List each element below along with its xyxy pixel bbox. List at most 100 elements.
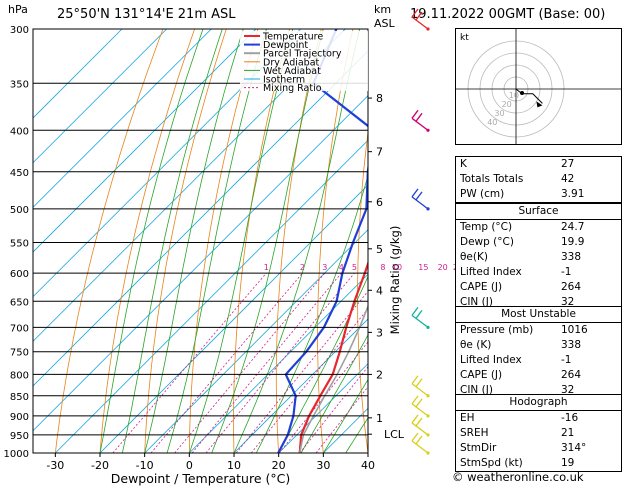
barb-station [426, 451, 430, 455]
legend-label: Dewpoint [263, 40, 308, 51]
isotherm-line [189, 273, 368, 453]
mixing-ratio-line [174, 272, 326, 453]
asl-label: ASL [374, 17, 395, 30]
row-value: 1016 [561, 324, 588, 336]
temperature-tick-label: 40 [361, 459, 375, 472]
altitude-tick-label: LCL [384, 428, 405, 441]
most_unstable-title: Most Unstable [501, 308, 576, 320]
surface-title: Surface [518, 205, 559, 217]
isotherm-line [55, 139, 368, 453]
wind-barb [411, 432, 430, 455]
row-value: 32 [561, 296, 575, 308]
isotherm-line [233, 318, 368, 453]
dry-adiabat-line [188, 29, 259, 453]
row-value: -16 [561, 412, 579, 424]
legend-background [240, 31, 368, 91]
mixing-ratio-axis-title: Mixing Ratio (g/kg) [388, 226, 402, 335]
barb-flag [415, 417, 423, 427]
barb-flag [411, 109, 419, 119]
temperature-tick-label: 30 [316, 459, 330, 472]
x-axis-title: Dewpoint / Temperature (°C) [111, 471, 290, 486]
hodograph-ring-label: 10 [509, 91, 519, 100]
barb-station [426, 27, 430, 31]
legend-label: Wet Adiabat [263, 66, 321, 77]
mixing-ratio-line [235, 290, 368, 453]
pressure-tick-label: 800 [10, 370, 29, 381]
table-row: Lifted Index -1 [456, 353, 621, 368]
barb-station [426, 394, 430, 398]
row-label: CAPE (J) [460, 369, 503, 381]
legend-label: Parcel Trajectory [263, 49, 342, 60]
hpa-label: hPa [8, 3, 28, 16]
storm-motion-marker [520, 91, 524, 95]
hodograph-trace [515, 88, 543, 104]
barb-staff [411, 422, 429, 436]
barb-staff [411, 117, 429, 131]
altitude-tick-label: 7 [376, 146, 383, 159]
row-value: -1 [561, 354, 572, 366]
wind-barb [411, 375, 430, 398]
temperature-tick-label: 0 [186, 459, 193, 472]
table-row: Temp (°C) 24.7 [456, 220, 621, 235]
isotherm-line [33, 29, 257, 253]
altitude-tick-label: 1 [376, 412, 383, 425]
table-row: θe (K) 338 [456, 338, 621, 353]
barb-staff [411, 403, 429, 417]
wet-adiabat-line [300, 334, 368, 453]
row-value: 19.9 [561, 236, 585, 248]
pressure-tick-label: 950 [10, 431, 29, 442]
mixing-ratio-label: 20 [438, 263, 448, 272]
wet-adiabat-line [144, 29, 244, 453]
wet-adiabat-line [322, 378, 368, 453]
temperature-tick-label: -30 [46, 459, 64, 472]
isotherm-line [99, 184, 368, 453]
legend-label: Mixing Ratio [263, 83, 322, 94]
altitude-tick-label: 4 [376, 284, 383, 297]
barb-flag [411, 432, 419, 442]
row-value: 314° [561, 442, 587, 454]
most-unstable-table: Most Unstable Pressure (mb) 1016 θe (K) 338 L… [455, 306, 622, 399]
parcel-trajectory-series [298, 304, 368, 453]
km-label: km [374, 3, 392, 16]
hodograph-ring-label: 30 [494, 109, 504, 118]
dry-adiabat-line [144, 29, 227, 453]
barb-flag [411, 414, 419, 424]
row-label: CIN (J) [460, 296, 493, 308]
pressure-tick-label: 350 [10, 79, 29, 90]
table-row: SREH 21 [456, 426, 621, 441]
barb-station [426, 207, 430, 211]
isotherm-line [278, 363, 368, 453]
location-title: 25°50'N 131°14'E 21m ASL [57, 7, 236, 22]
table-row: CAPE (J) 264 [456, 368, 621, 383]
altitude-tick-label: 3 [376, 326, 383, 339]
table-row: Lifted Index -1 [456, 265, 621, 280]
barb-flag [411, 395, 419, 405]
isotherm-line [33, 50, 368, 387]
barb-staff [411, 440, 429, 454]
row-value: 21 [561, 427, 575, 439]
barb-staff [411, 196, 429, 210]
row-value: 24.7 [561, 221, 585, 233]
hodograph-unit: kt [460, 33, 469, 43]
isotherm-line [144, 229, 368, 453]
row-value: 338 [561, 339, 582, 351]
mixing-ratio-label: 2 [300, 263, 305, 272]
row-label: EH [460, 412, 475, 424]
row-value: 264 [561, 281, 582, 293]
hodograph-ring-label: 40 [487, 118, 497, 127]
barb-staff [411, 314, 429, 328]
wet-adiabat-line [99, 29, 204, 453]
hodograph-ring-label: 20 [502, 100, 512, 109]
row-value: 32 [561, 384, 575, 396]
mixing-ratio-label: 10 [392, 263, 402, 272]
isotherm-line [33, 29, 167, 164]
table-row: PW (cm) 3.91 [456, 187, 621, 202]
row-label: K [460, 158, 467, 170]
barb-staff [411, 16, 429, 30]
temperature-tick-label: 20 [272, 459, 286, 472]
row-value: 19 [561, 457, 575, 469]
legend-label: Dry Adiabat [263, 57, 320, 68]
row-label: PW (cm) [460, 188, 505, 200]
